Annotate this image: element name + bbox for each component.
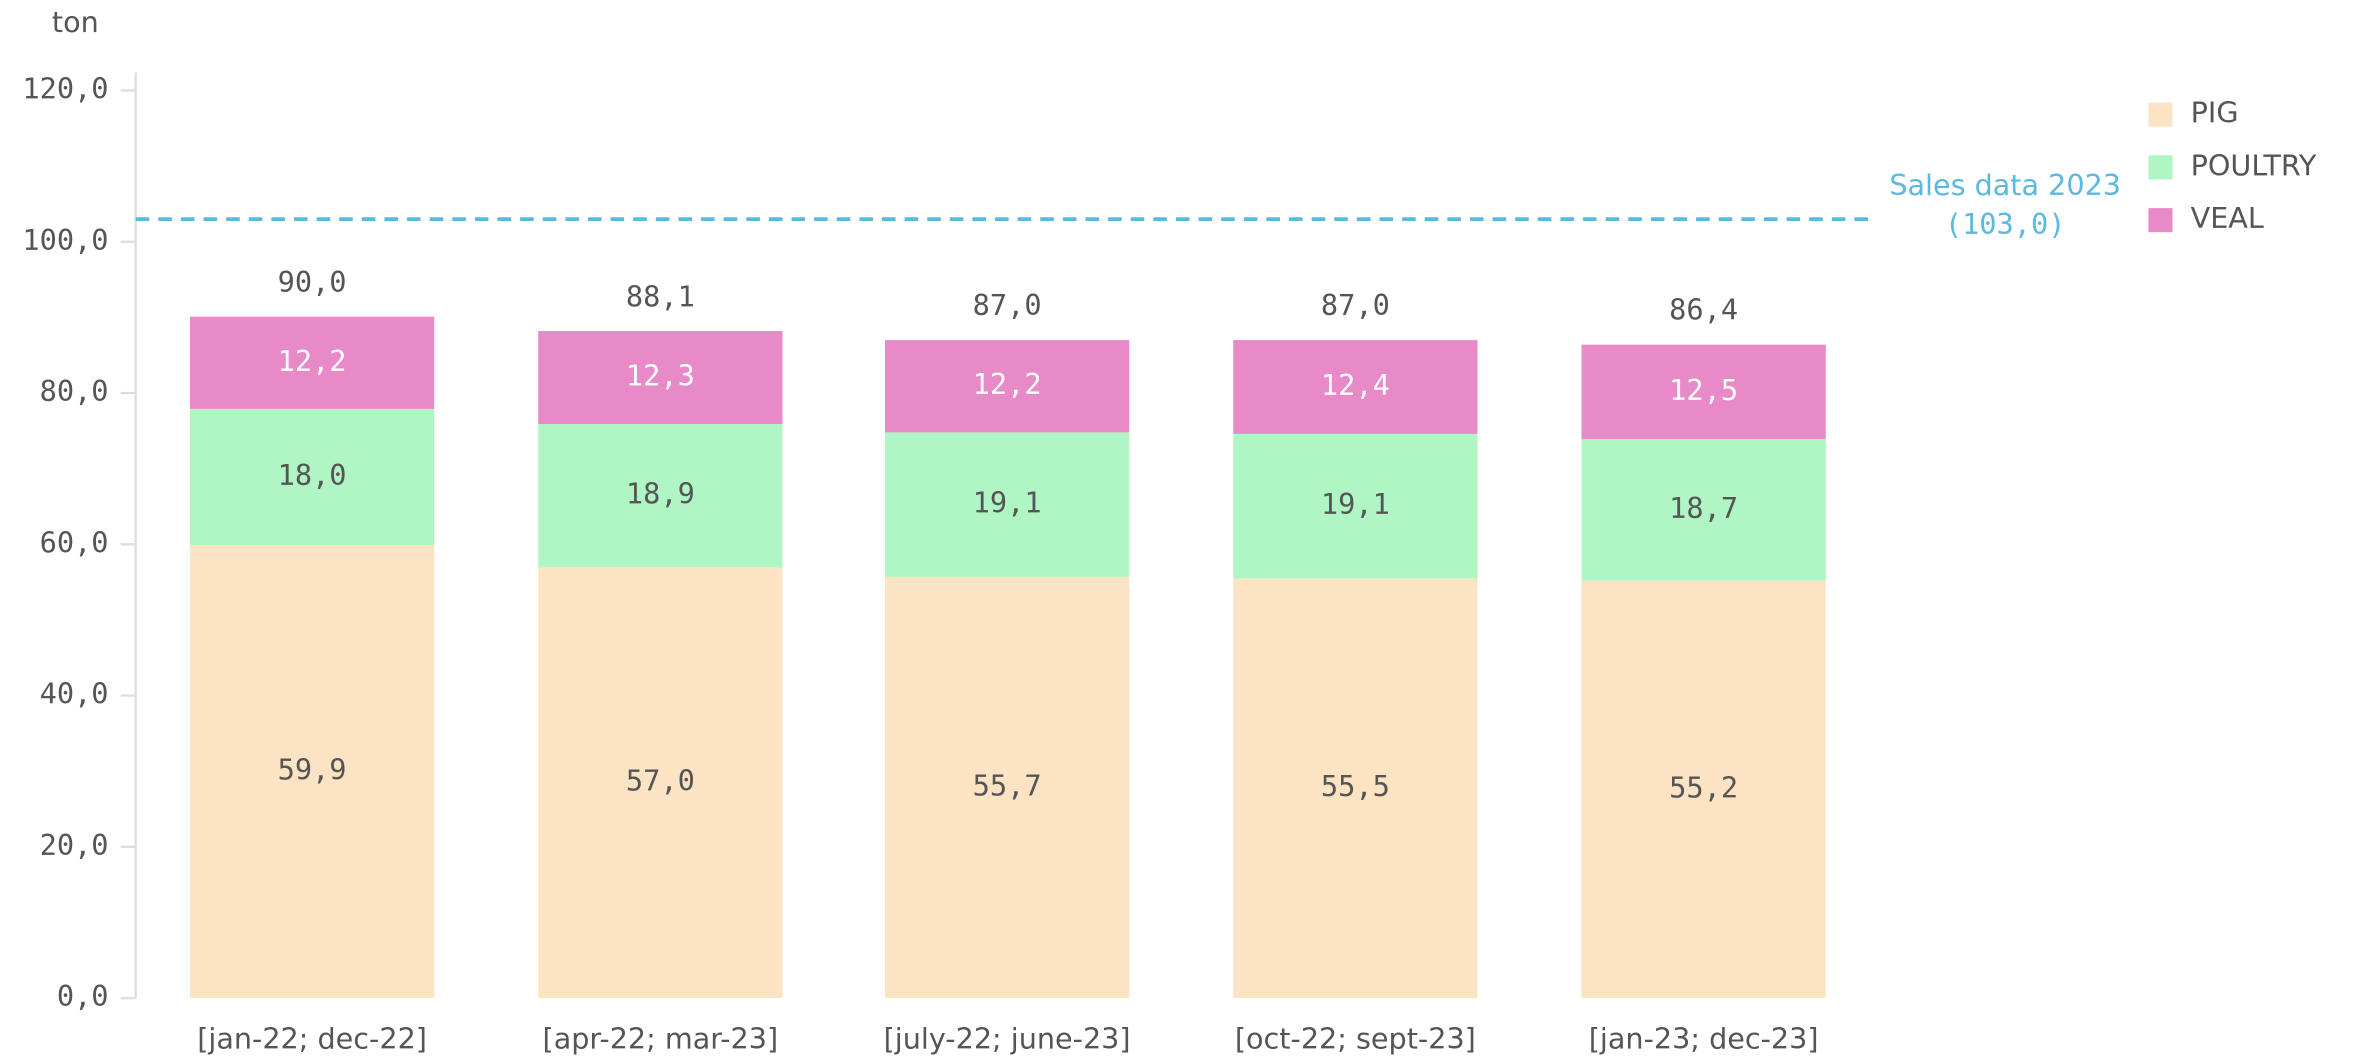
legend-label: VEAL [2191,201,2264,235]
y-tick-label: 20,0 [40,828,109,862]
x-tick-label: [july-22; june-23] [884,1021,1131,1055]
y-tick-label: 0,0 [57,979,109,1013]
data-label: 57,0 [626,764,695,798]
data-label: 55,7 [973,768,1042,802]
total-label: 88,1 [626,280,695,314]
bar-segment [1233,340,1478,434]
data-label: 19,1 [973,486,1042,520]
bar-segment [538,424,783,568]
total-label: 87,0 [973,288,1042,322]
bar-segment [884,432,1130,577]
legend-swatch [2148,155,2173,180]
total-label: 90,0 [278,265,347,299]
bar-segment [189,316,435,409]
data-label: 59,9 [278,753,347,787]
total-label: 86,4 [1669,292,1738,326]
data-label: 18,9 [626,477,695,511]
data-label: 18,0 [278,458,347,492]
y-tick-label: 120,0 [22,72,108,106]
data-label: 12,4 [1321,368,1390,402]
y-tick-label: 100,0 [22,223,108,257]
bar-segment [884,576,1130,999]
legend-swatch [2148,208,2173,233]
data-label: 55,5 [1321,769,1390,803]
data-label: 12,2 [278,344,347,378]
bar-segment [1581,344,1826,440]
bar-segment [1233,433,1478,579]
bar-segment [538,331,783,425]
data-label: 19,1 [1321,487,1390,521]
legend-label: POULTRY [2191,148,2317,182]
data-label: 55,2 [1669,770,1738,804]
bar-segment [884,340,1130,433]
data-label: 12,5 [1669,373,1738,407]
data-label: 18,7 [1669,491,1738,525]
data-label: 12,2 [973,367,1042,401]
bar-segment [538,567,783,999]
total-label: 87,0 [1321,288,1390,322]
bar-segment [1581,580,1826,999]
x-tick-label: [apr-22; mar-23] [543,1021,779,1055]
y-tick-label: 40,0 [40,677,109,711]
legend-label: PIG [2191,96,2239,130]
reference-value: (103,0) [1945,207,2066,241]
x-tick-label: [oct-22; sept-23] [1235,1021,1476,1055]
y-axis-title: ton [52,5,99,39]
y-tick-label: 60,0 [40,525,109,559]
reference-label: Sales data 2023 [1889,168,2121,202]
bar-segment [189,408,435,546]
y-tick-label: 80,0 [40,374,109,408]
bar-segment [189,545,435,999]
x-tick-label: [jan-22; dec-22] [197,1021,427,1055]
legend-swatch [2148,102,2173,127]
bar-segment [1233,578,1478,999]
data-label: 12,3 [626,359,695,393]
bar-segment [1581,439,1826,581]
x-tick-label: [jan-23; dec-23] [1589,1021,1819,1055]
